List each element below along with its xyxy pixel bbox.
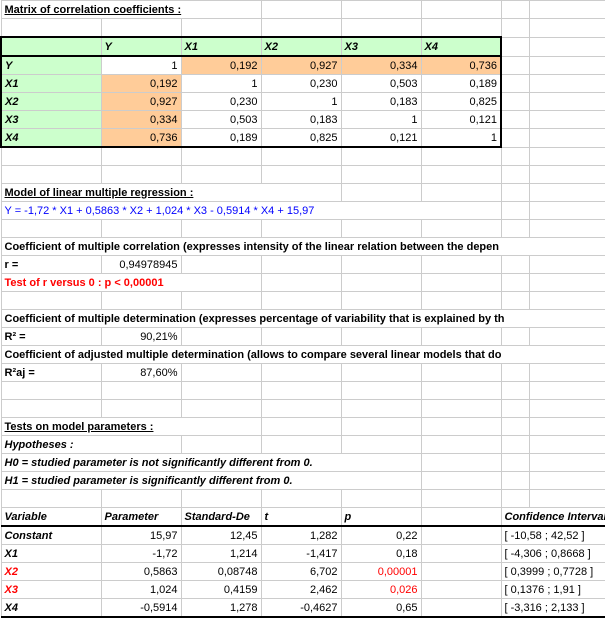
- r2aj-label: R²aj =: [1, 364, 101, 382]
- param-sd: 1,214: [181, 545, 261, 563]
- h1: H1 = studied parameter is significantly …: [1, 472, 421, 490]
- param-sd: 12,45: [181, 526, 261, 545]
- param-sd: 1,278: [181, 599, 261, 618]
- r2-value: 90,21%: [101, 328, 181, 346]
- param-ci: [ -3,316 ; 2,133 ]: [501, 599, 605, 618]
- param-p: -0,5914: [101, 599, 181, 618]
- param-var: Constant: [1, 526, 101, 545]
- param-t: -0,4627: [261, 599, 341, 618]
- param-ci: [ -10,58 ; 42,52 ]: [501, 526, 605, 545]
- r-title: Coefficient of multiple correlation (exp…: [1, 238, 605, 256]
- r-label: r =: [1, 256, 101, 274]
- param-pv: 0,18: [341, 545, 421, 563]
- model-formula: Y = -1,72 * X1 + 0,5863 * X2 + 1,024 * X…: [1, 202, 501, 220]
- param-var: X1: [1, 545, 101, 563]
- param-ci: [ 0,3999 ; 0,7728 ]: [501, 563, 605, 581]
- ph-var: Variable: [1, 508, 101, 527]
- param-pv: 0,22: [341, 526, 421, 545]
- ph-p: p: [341, 508, 421, 527]
- r-value: 0,94978945: [101, 256, 181, 274]
- spreadsheet: Matrix of correlation coefficients : Y X…: [0, 0, 605, 618]
- param-t: -1,417: [261, 545, 341, 563]
- param-ci: [ 0,1376 ; 1,91 ]: [501, 581, 605, 599]
- r2-title: Coefficient of multiple determination (e…: [1, 310, 605, 328]
- param-sd: 0,4159: [181, 581, 261, 599]
- r-test: Test of r versus 0 : p < 0,00001: [1, 274, 261, 292]
- row-X4: X4: [1, 129, 101, 148]
- col-X1: X1: [181, 37, 261, 56]
- ph-sd: Standard-De: [181, 508, 261, 527]
- param-t: 2,462: [261, 581, 341, 599]
- row-X2: X2: [1, 93, 101, 111]
- param-p: 15,97: [101, 526, 181, 545]
- param-var: X2: [1, 563, 101, 581]
- row-Y: Y: [1, 56, 101, 75]
- param-p: 0,5863: [101, 563, 181, 581]
- ph-t: t: [261, 508, 341, 527]
- col-Y: Y: [101, 37, 181, 56]
- param-var: X4: [1, 599, 101, 618]
- param-t: 1,282: [261, 526, 341, 545]
- h0: H0 = studied parameter is not significan…: [1, 454, 421, 472]
- r2aj-value: 87,60%: [101, 364, 181, 382]
- ph-ci: Confidence Interval (95%): [501, 508, 605, 527]
- param-var: X3: [1, 581, 101, 599]
- col-X2: X2: [261, 37, 341, 56]
- model-title: Model of linear multiple regression :: [1, 184, 341, 202]
- col-X3: X3: [341, 37, 421, 56]
- param-p: 1,024: [101, 581, 181, 599]
- row-X3: X3: [1, 111, 101, 129]
- col-X4: X4: [421, 37, 501, 56]
- param-pv: 0,026: [341, 581, 421, 599]
- param-pv: 0,00001: [341, 563, 421, 581]
- param-t: 6,702: [261, 563, 341, 581]
- corr-title: Matrix of correlation coefficients :: [1, 1, 261, 19]
- r2-label: R² =: [1, 328, 101, 346]
- hyp-label: Hypotheses :: [1, 436, 181, 454]
- ph-param: Parameter: [101, 508, 181, 527]
- param-p: -1,72: [101, 545, 181, 563]
- param-pv: 0,65: [341, 599, 421, 618]
- r2aj-title: Coefficient of adjusted multiple determi…: [1, 346, 605, 364]
- param-sd: 0,08748: [181, 563, 261, 581]
- row-X1: X1: [1, 75, 101, 93]
- tests-title: Tests on model parameters :: [1, 418, 261, 436]
- param-ci: [ -4,306 ; 0,8668 ]: [501, 545, 605, 563]
